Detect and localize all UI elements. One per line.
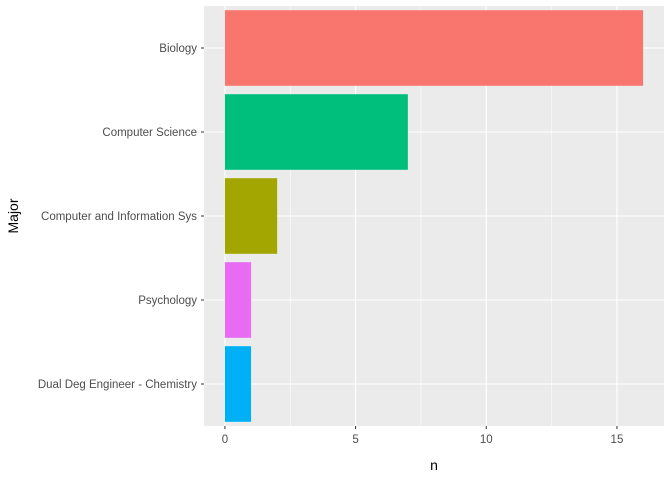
bar-biology bbox=[224, 10, 644, 86]
y-tick-label: Psychology bbox=[138, 295, 197, 307]
y-tick-label: Dual Deg Engineer - Chemistry bbox=[38, 379, 197, 391]
bar-psychology bbox=[224, 262, 252, 338]
x-tick-label: 5 bbox=[352, 434, 358, 446]
y-tick-label: Computer Science bbox=[102, 127, 197, 139]
y-axis-ticks: Biology Computer Science Computer and Info… bbox=[38, 43, 204, 391]
y-tick-label: Biology bbox=[159, 43, 197, 55]
x-tick-label: 15 bbox=[611, 434, 624, 446]
x-tick-label: 0 bbox=[222, 434, 228, 446]
bars bbox=[224, 10, 644, 422]
y-tick-label: Computer and Information Sys bbox=[41, 211, 197, 223]
x-axis-ticks: 0 5 10 15 bbox=[222, 426, 624, 446]
bar-computer-science bbox=[224, 94, 408, 170]
bar-computer-and-information-sys bbox=[224, 178, 278, 254]
x-axis-title: n bbox=[430, 457, 438, 473]
bar-dual-deg-engineer-chemistry bbox=[224, 346, 252, 422]
x-tick-label: 10 bbox=[480, 434, 493, 446]
y-axis-title: Major bbox=[5, 198, 21, 233]
